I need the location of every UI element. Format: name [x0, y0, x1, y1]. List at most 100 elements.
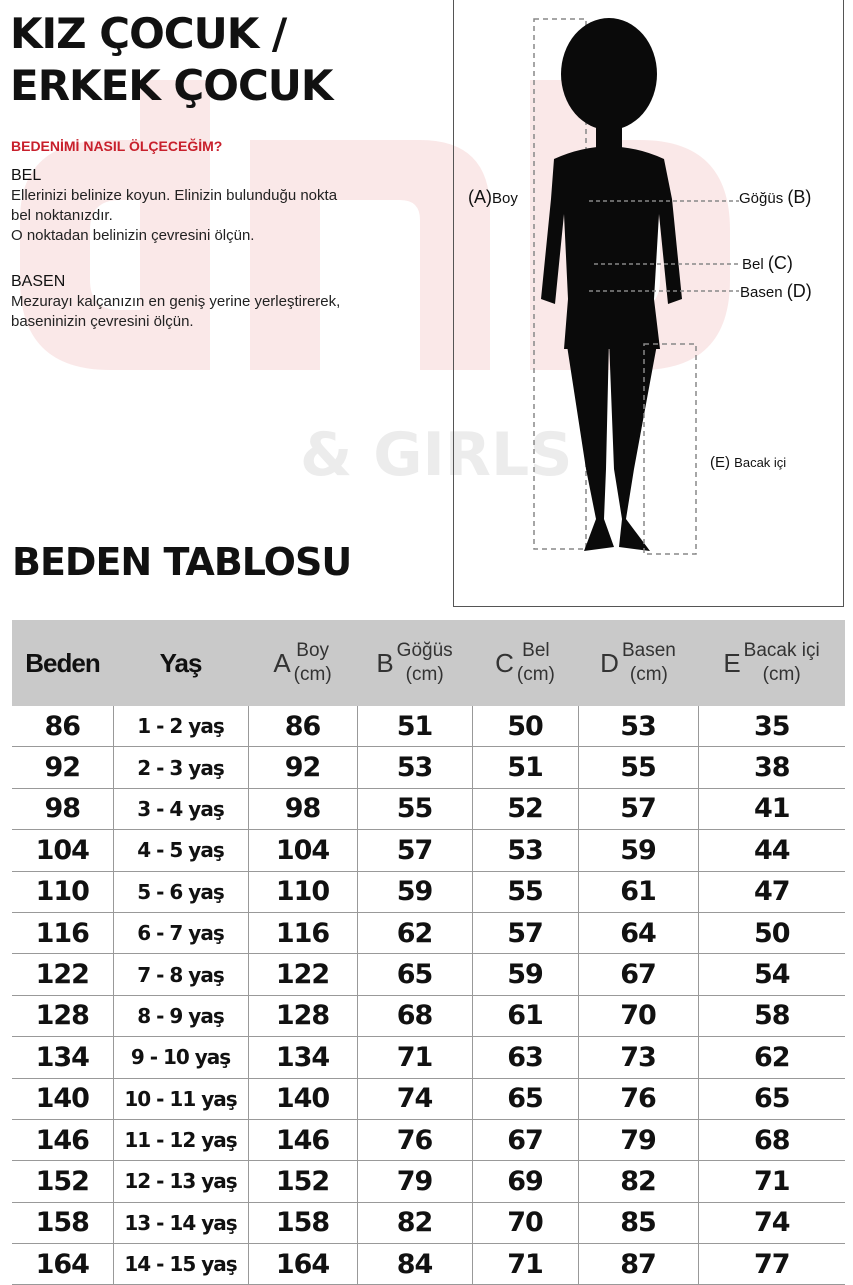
table-cell: 152 [248, 1160, 358, 1203]
table-cell: 52 [472, 788, 579, 831]
section-line: bel noktanızdır. [11, 207, 113, 224]
table-cell: 86 [12, 706, 114, 748]
table-row: 92 2 - 3 yaş 92 53 51 55 38 [12, 746, 845, 789]
table-cell: 79 [578, 1119, 699, 1162]
table-cell: 51 [357, 706, 473, 748]
table-cell: 70 [472, 1202, 579, 1245]
header-unit: (cm) [405, 664, 444, 685]
table-cell: 68 [357, 995, 473, 1038]
table-cell: 74 [357, 1078, 473, 1120]
table-cell: 87 [578, 1243, 699, 1285]
table-cell: 92 [248, 746, 358, 789]
header-label: Basen [621, 640, 676, 661]
page-title: KIZ ÇOCUK / ERKEK ÇOCUK [10, 8, 333, 112]
table-cell: 9 - 10 yaş [113, 1036, 249, 1079]
table-cell: 146 [12, 1119, 114, 1162]
table-cell: 8 - 9 yaş [113, 995, 249, 1038]
table-cell: 4 - 5 yaş [113, 829, 249, 872]
table-cell: 71 [472, 1243, 579, 1285]
table-cell: 61 [578, 871, 699, 913]
table-cell: 92 [12, 746, 114, 789]
table-cell: 6 - 7 yaş [113, 912, 249, 955]
table-cell: 54 [698, 953, 845, 996]
table-cell: 57 [472, 912, 579, 955]
header-letter: E [723, 647, 741, 678]
column-header: D Basen (cm) [578, 620, 698, 706]
table-cell: 2 - 3 yaş [113, 746, 249, 789]
table-cell: 63 [472, 1036, 579, 1079]
column-header: E Bacak içi (cm) [698, 620, 845, 706]
table-cell: 164 [248, 1243, 358, 1285]
table-cell: 50 [698, 912, 845, 955]
table-cell: 84 [357, 1243, 473, 1285]
column-header: Yaş [113, 620, 248, 706]
table-cell: 71 [357, 1036, 473, 1079]
section-bel: BEL Ellerinizi belinize koyun. Elinizin … [11, 166, 337, 246]
girls-watermark: & GIRLS [300, 420, 573, 490]
table-cell: 116 [12, 912, 114, 955]
header-letter: C [495, 647, 514, 678]
table-row: 134 9 - 10 yaş 134 71 63 73 62 [12, 1036, 845, 1079]
label-bacak-ici: (E) Bacak içi [710, 454, 787, 471]
table-cell: 57 [578, 788, 699, 831]
column-header: Beden [12, 620, 113, 706]
table-cell: 55 [357, 788, 473, 831]
table-cell: 65 [472, 1078, 579, 1120]
table-cell: 3 - 4 yaş [113, 788, 249, 831]
table-cell: 104 [248, 829, 358, 872]
table-cell: 12 - 13 yaş [113, 1160, 249, 1203]
table-row: 152 12 - 13 yaş 152 79 69 82 71 [12, 1160, 845, 1203]
table-cell: 5 - 6 yaş [113, 871, 249, 913]
table-cell: 55 [578, 746, 699, 789]
header-unit: (cm) [762, 664, 801, 685]
column-header: B Göğüs (cm) [357, 620, 472, 706]
table-cell: 71 [698, 1160, 845, 1203]
table-cell: 74 [698, 1202, 845, 1245]
table-cell: 59 [578, 829, 699, 872]
table-cell: 68 [698, 1119, 845, 1162]
table-cell: 134 [248, 1036, 358, 1079]
section-heading: BASEN [11, 273, 66, 290]
table-cell: 13 - 14 yaş [113, 1202, 249, 1245]
table-row: 104 4 - 5 yaş 104 57 53 59 44 [12, 829, 845, 872]
table-cell: 57 [357, 829, 473, 872]
size-table: Beden Yaş A Boy (cm) B Göğüs (cm) C Bel (cm) D Basen… [12, 620, 845, 1285]
table-cell: 104 [12, 829, 114, 872]
table-cell: 128 [12, 995, 114, 1038]
table-row: 164 14 - 15 yaş 164 84 71 87 77 [12, 1243, 845, 1285]
table-cell: 77 [698, 1243, 845, 1285]
table-cell: 140 [248, 1078, 358, 1120]
table-cell: 62 [357, 912, 473, 955]
section-line: baseninizin çevresini ölçün. [11, 313, 194, 330]
header-label: Bel [522, 640, 550, 661]
table-cell: 69 [472, 1160, 579, 1203]
table-cell: 41 [698, 788, 845, 831]
table-cell: 122 [12, 953, 114, 996]
table-cell: 70 [578, 995, 699, 1038]
header-unit: (cm) [516, 664, 555, 685]
section-line: O noktadan belinizin çevresini ölçün. [11, 227, 255, 244]
table-cell: 10 - 11 yaş [113, 1078, 249, 1120]
table-cell: 85 [578, 1202, 699, 1245]
measurement-figure: (A)Boy Göğüs (B) Bel (C) Basen (D) (E) B… [453, 0, 844, 607]
table-cell: 59 [472, 953, 579, 996]
table-row: 158 13 - 14 yaş 158 82 70 85 74 [12, 1202, 845, 1245]
table-row: 110 5 - 6 yaş 110 59 55 61 47 [12, 871, 845, 913]
table-row: 122 7 - 8 yaş 122 65 59 67 54 [12, 953, 845, 996]
header-letter: B [376, 647, 394, 678]
table-cell: 76 [578, 1078, 699, 1120]
table-cell: 11 - 12 yaş [113, 1119, 249, 1162]
header-unit: (cm) [629, 664, 668, 685]
table-cell: 14 - 15 yaş [113, 1243, 249, 1285]
table-cell: 38 [698, 746, 845, 789]
section-line: Ellerinizi belinize koyun. Elinizin bulu… [11, 187, 338, 204]
table-cell: 1 - 2 yaş [113, 706, 249, 748]
table-cell: 158 [248, 1202, 358, 1245]
header-letter: D [600, 647, 619, 678]
label-bel: Bel (C) [742, 253, 793, 273]
table-row: 116 6 - 7 yaş 116 62 57 64 50 [12, 912, 845, 955]
table-cell: 62 [698, 1036, 845, 1079]
table-row: 140 10 - 11 yaş 140 74 65 76 65 [12, 1078, 845, 1120]
table-cell: 122 [248, 953, 358, 996]
table-cell: 58 [698, 995, 845, 1038]
